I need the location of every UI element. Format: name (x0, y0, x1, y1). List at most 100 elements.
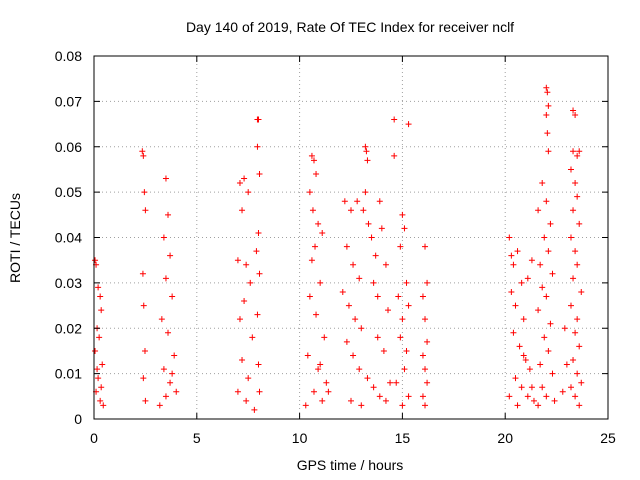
y-tick-label: 0.01 (55, 366, 82, 382)
roti-point (576, 148, 583, 155)
roti-point (162, 275, 169, 282)
x-tick-label: 25 (600, 430, 616, 446)
roti-point (251, 406, 258, 413)
roti-point (368, 234, 375, 241)
roti-point (380, 347, 387, 354)
y-tick-label: 0.07 (55, 93, 82, 109)
roti-point (391, 116, 398, 123)
roti-point (309, 207, 316, 214)
y-tick-labels: 0 0.01 0.02 0.03 0.04 0.05 0.06 0.07 0.08 (55, 48, 82, 427)
roti-point (382, 261, 389, 268)
roti-point (315, 220, 322, 227)
roti-point (405, 121, 412, 128)
roti-point (302, 402, 309, 409)
roti-point (543, 393, 550, 400)
roti-point (306, 293, 313, 300)
roti-point (162, 393, 169, 400)
roti-point (96, 334, 103, 341)
roti-point (405, 302, 412, 309)
x-tick-label: 15 (395, 430, 411, 446)
roti-point (362, 143, 369, 150)
roti-point (98, 307, 105, 314)
roti-point (358, 325, 365, 332)
roti-point (256, 388, 263, 395)
roti-point (547, 320, 554, 327)
roti-point (551, 397, 558, 404)
roti-point (572, 329, 579, 336)
roti-point (255, 361, 262, 368)
roti-point (524, 393, 531, 400)
roti-point (156, 402, 163, 409)
data-points (92, 84, 585, 413)
roti-point (576, 343, 583, 350)
roti-point (545, 148, 552, 155)
roti-point (97, 293, 104, 300)
roti-point (567, 302, 574, 309)
roti-point (419, 293, 426, 300)
roti-point (312, 243, 319, 250)
roti-point (140, 375, 147, 382)
roti-point (563, 361, 570, 368)
roti-point (255, 116, 262, 123)
roti-point (99, 361, 106, 368)
roti-point (397, 243, 404, 250)
roti-point (544, 130, 551, 137)
roti-point (317, 361, 324, 368)
roti-point (578, 379, 585, 386)
roti-point (549, 370, 556, 377)
roti-point (341, 198, 348, 205)
roti-point (352, 316, 359, 323)
roti-point (570, 107, 577, 114)
roti-point (308, 257, 315, 264)
roti-point (520, 352, 527, 359)
roti-point (254, 311, 261, 318)
roti-point (310, 388, 317, 395)
roti-point (92, 347, 99, 354)
roti-point (570, 275, 577, 282)
roti-point (140, 302, 147, 309)
roti-point (97, 397, 104, 404)
roti-point (572, 248, 579, 255)
roti-point (537, 361, 544, 368)
roti-point (576, 402, 583, 409)
roti-point (319, 229, 326, 236)
roti-point (522, 357, 529, 364)
roti-point (512, 375, 519, 382)
roti-point (356, 275, 363, 282)
roti-point (245, 375, 252, 382)
roti-point (243, 397, 250, 404)
roti-point (308, 152, 315, 159)
roti-point (576, 220, 583, 227)
roti-point (539, 180, 546, 187)
roti-point (160, 366, 167, 373)
x-tick-label: 10 (292, 430, 308, 446)
roti-point (142, 397, 149, 404)
roti-point (167, 379, 174, 386)
roti-point (94, 366, 101, 373)
roti-point (419, 352, 426, 359)
roti-point (547, 220, 554, 227)
roti-point (100, 402, 107, 409)
roti-point (572, 393, 579, 400)
x-axis-label: GPS time / hours (297, 457, 404, 473)
roti-point (319, 397, 326, 404)
roti-point (167, 252, 174, 259)
roti-point (535, 307, 542, 314)
roti-point (514, 402, 521, 409)
roti-point (162, 175, 169, 182)
roti-point (236, 180, 243, 187)
roti-point (385, 307, 392, 314)
roti-point (98, 384, 105, 391)
roti-point (158, 316, 165, 323)
roti-point (160, 234, 167, 241)
roti-point (234, 388, 241, 395)
roti-point (539, 384, 546, 391)
roti-point (401, 225, 408, 232)
roti-point (506, 234, 513, 241)
roti-point (245, 189, 252, 196)
roti-point (574, 316, 581, 323)
roti-point (506, 393, 513, 400)
y-tick-label: 0 (74, 411, 82, 427)
roti-point (543, 84, 550, 91)
